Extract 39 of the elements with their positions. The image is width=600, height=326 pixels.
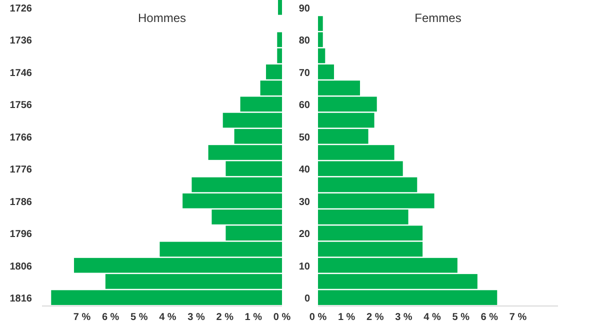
y-tick-label: 0 xyxy=(304,294,310,305)
x-tick-label: 5 % xyxy=(452,312,470,323)
x-tick-label: 0 % xyxy=(273,312,291,323)
y-tick-label: 80 xyxy=(298,36,310,47)
y-tick-label: 60 xyxy=(298,100,310,112)
y-tick-label: 20 xyxy=(298,229,310,240)
x-tick-label: 6 % xyxy=(102,312,120,323)
x-tick-label: 4 % xyxy=(159,312,176,323)
x-tick-label: 3 % xyxy=(395,312,412,323)
y-tick-label: 30 xyxy=(298,196,310,208)
y-tick-label: 1816 xyxy=(10,294,32,305)
y-tick-label: 1746 xyxy=(10,68,32,79)
y-tick-label: 40 xyxy=(298,164,310,176)
x-tick-label: 4 % xyxy=(424,312,442,323)
x-tick-label: 1 % xyxy=(338,312,356,323)
y-tick-label: 1756 xyxy=(10,100,32,112)
y-tick-label: 1776 xyxy=(10,164,32,176)
x-tick-label: 5 % xyxy=(130,312,148,323)
text: Hommes xyxy=(138,11,186,25)
x-tick-label: 7 % xyxy=(73,312,91,323)
bar xyxy=(278,0,282,15)
y-tick-label: 1806 xyxy=(10,261,32,272)
text: Femmes xyxy=(414,11,462,25)
y-tick-label: 90 xyxy=(298,3,310,14)
x-tick-label: 2 % xyxy=(216,312,234,323)
y-tick-label: 1736 xyxy=(10,36,32,47)
x-tick-label: 7 % xyxy=(509,312,527,323)
y-tick-label: 70 xyxy=(298,68,310,79)
x-tick-label: 2 % xyxy=(366,312,384,323)
y-tick-label: 1726 xyxy=(10,3,32,14)
y-tick-label: 1796 xyxy=(10,229,32,240)
x-tick-label: 1 % xyxy=(244,312,262,323)
x-tick-label: 6 % xyxy=(480,312,498,323)
y-tick-label: 50 xyxy=(298,132,310,144)
x-tick-label: 3 % xyxy=(188,312,206,323)
x-tick-label: 0 % xyxy=(309,312,327,323)
y-tick-label: 1786 xyxy=(10,196,32,208)
y-tick-label: 1766 xyxy=(10,132,32,144)
y-tick-label: 10 xyxy=(298,261,310,272)
